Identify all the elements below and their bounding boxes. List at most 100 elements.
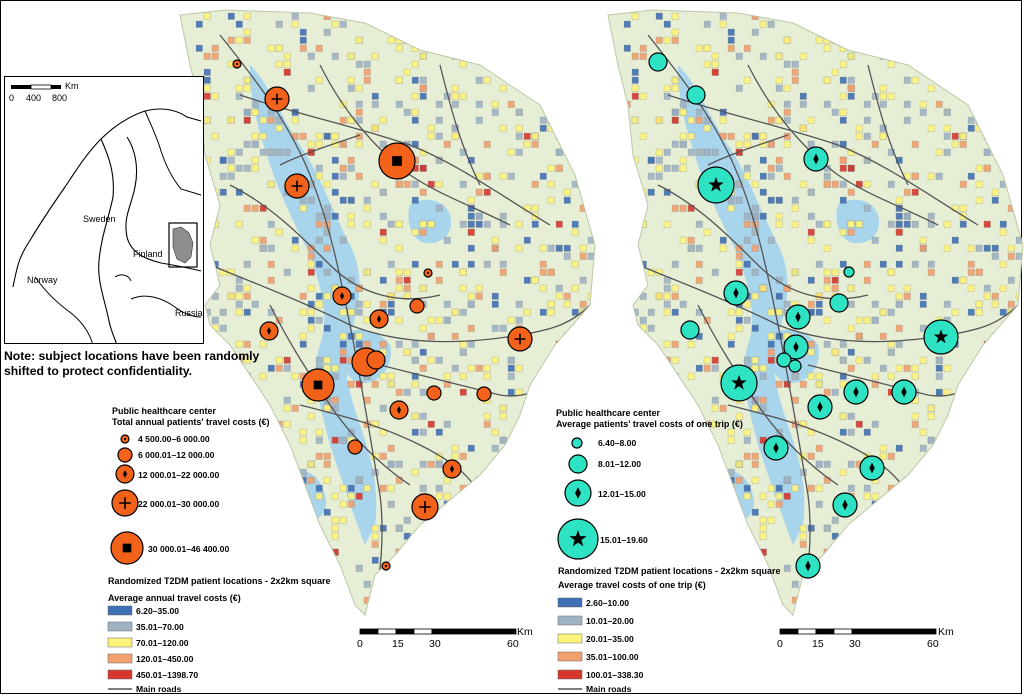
- patient-square: [251, 236, 259, 244]
- patient-square: [671, 284, 679, 292]
- patient-square: [847, 220, 855, 228]
- patient-square: [227, 444, 235, 452]
- patient-square: [355, 36, 363, 44]
- patient-square: [759, 588, 767, 596]
- patient-square: [283, 452, 291, 460]
- patient-square: [419, 532, 427, 540]
- patient-square: [363, 340, 371, 348]
- patient-square: [571, 260, 579, 268]
- patient-square: [711, 540, 719, 548]
- patient-square: [967, 284, 975, 292]
- patient-square: [1015, 500, 1023, 508]
- patient-square: [679, 540, 687, 548]
- patient-square: [695, 476, 703, 484]
- patient-square: [743, 484, 751, 492]
- patient-square: [259, 132, 267, 140]
- patient-square: [735, 268, 743, 276]
- patient-square: [967, 68, 975, 76]
- right-patient-class-label: 10.01–20.00: [586, 616, 634, 626]
- patient-square: [331, 436, 339, 444]
- patient-square: [291, 236, 299, 244]
- patient-square: [687, 236, 695, 244]
- patient-square: [815, 260, 823, 268]
- patient-square: [639, 364, 647, 372]
- patient-square: [419, 348, 427, 356]
- patient-square: [1007, 356, 1015, 364]
- patient-square: [863, 132, 871, 140]
- patient-square: [587, 156, 595, 164]
- patient-square: [975, 164, 983, 172]
- main-road: [319, 64, 511, 226]
- patient-square: [975, 68, 983, 76]
- left-legend-circle: [115, 464, 135, 484]
- patient-square: [743, 356, 751, 364]
- patient-square: [743, 44, 751, 52]
- patient-square: [719, 484, 727, 492]
- patient-square: [967, 20, 975, 28]
- patient-square: [791, 268, 799, 276]
- patient-square: [775, 164, 783, 172]
- patient-square: [235, 548, 243, 556]
- healthcare-center-marker: [785, 304, 811, 330]
- patient-square: [596, 269, 603, 276]
- square-icon: [122, 543, 132, 553]
- patient-square: [515, 428, 523, 436]
- patient-square: [435, 36, 443, 44]
- patient-square: [775, 156, 783, 164]
- healthcare-center-marker: [264, 86, 290, 112]
- patient-square: [935, 148, 943, 156]
- patient-square: [847, 228, 855, 236]
- patient-square: [531, 596, 539, 604]
- patient-square: [839, 156, 847, 164]
- patient-square: [291, 564, 299, 572]
- patient-square: [735, 196, 743, 204]
- patient-square: [871, 380, 879, 388]
- patient-square: [443, 540, 451, 548]
- patient-square: [671, 340, 679, 348]
- patient-square: [879, 28, 887, 36]
- patient-square: [355, 140, 363, 148]
- patient-square: [435, 100, 443, 108]
- patient-square: [363, 220, 371, 228]
- patient-square: [211, 612, 219, 615]
- patient-square: [679, 236, 687, 244]
- patient-square: [663, 164, 671, 172]
- patient-square: [587, 36, 595, 44]
- patient-square: [451, 92, 459, 100]
- patient-square: [347, 220, 355, 228]
- main-road: [239, 94, 551, 226]
- right-center-class-label: 12.01–15.00: [598, 489, 646, 499]
- patient-square: [275, 540, 283, 548]
- patient-square: [435, 316, 443, 324]
- patient-square: [983, 164, 991, 172]
- patient-square: [323, 268, 331, 276]
- patient-square: [879, 92, 887, 100]
- patient-square: [299, 292, 307, 300]
- patient-square: [959, 132, 967, 140]
- patient-square: [951, 44, 959, 52]
- patient-square: [596, 101, 603, 108]
- patient-square: [203, 260, 211, 268]
- patient-square: [539, 172, 547, 180]
- patient-square: [339, 164, 347, 172]
- patient-square: [759, 532, 767, 540]
- patient-square: [267, 444, 275, 452]
- right-patient-swatch: [557, 597, 583, 608]
- patient-square: [571, 284, 579, 292]
- patient-square: [531, 52, 539, 60]
- patient-square: [427, 132, 435, 140]
- patient-square: [751, 324, 759, 332]
- left-patient-class-label: 35.01–70.00: [136, 622, 184, 632]
- scale-segment: [851, 628, 937, 635]
- patient-square: [555, 220, 563, 228]
- patient-square: [831, 276, 839, 284]
- patient-square: [871, 556, 879, 564]
- right-patient-swatch: [557, 669, 583, 680]
- patient-square: [991, 604, 999, 612]
- patient-square: [219, 556, 227, 564]
- patient-square: [451, 364, 459, 372]
- patient-square: [775, 484, 783, 492]
- patient-square: [555, 164, 563, 172]
- patient-square: [711, 268, 719, 276]
- patient-square: [927, 412, 935, 420]
